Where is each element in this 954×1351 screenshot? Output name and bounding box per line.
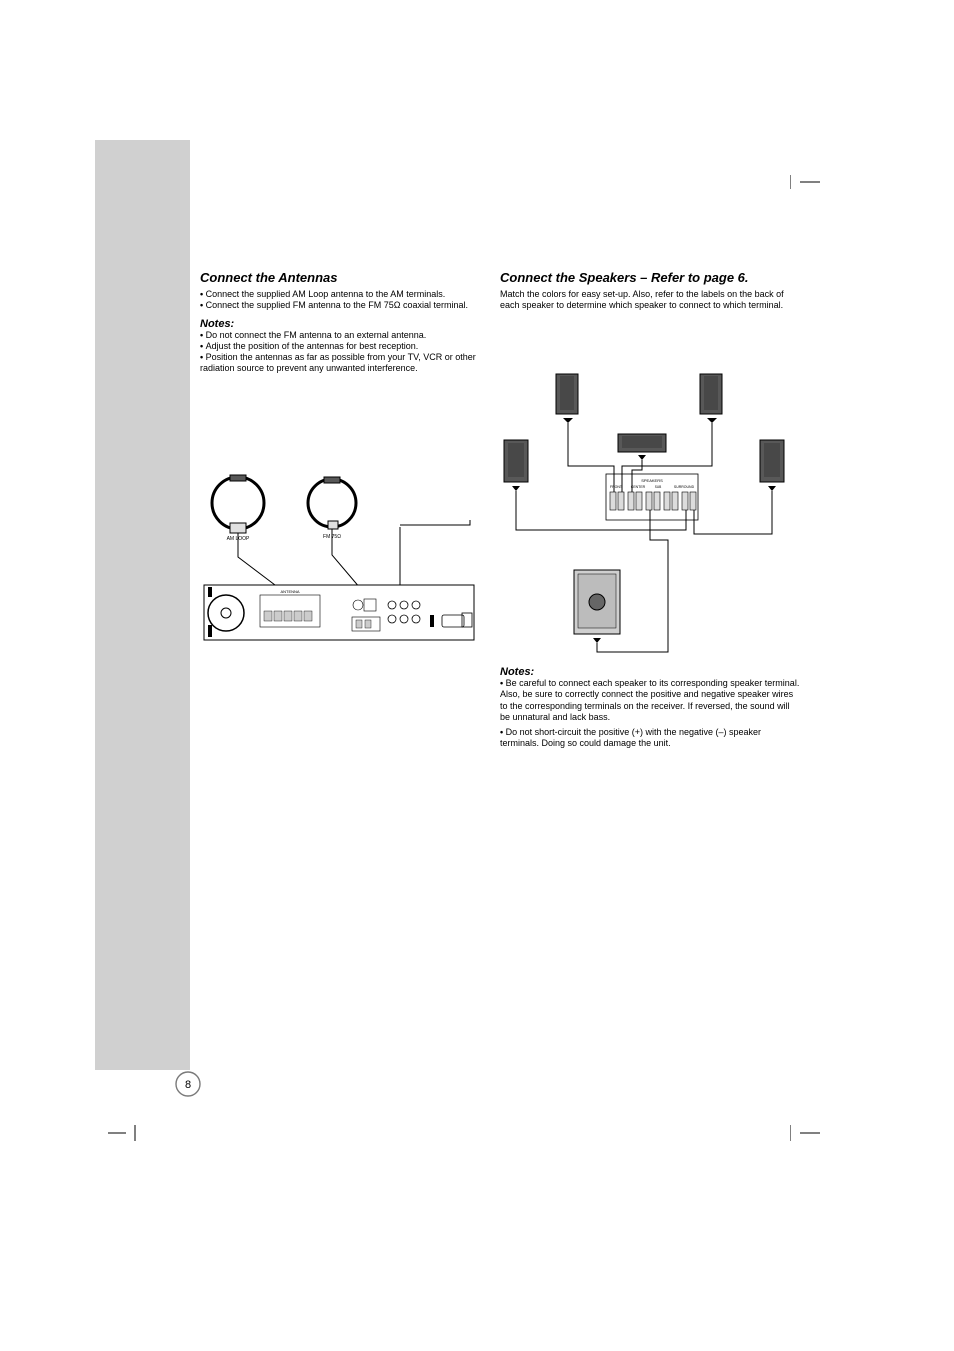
page-number: 8 (174, 1070, 202, 1098)
sidebar-gray (95, 140, 190, 1070)
section-title-speakers: Connect the Speakers – Refer to page 6. (500, 270, 800, 285)
svg-text:FRONT: FRONT (610, 485, 623, 489)
list-item: Position the antennas as far as possible… (200, 352, 480, 375)
svg-text:ANTENNA: ANTENNA (280, 589, 299, 594)
notes-heading: Notes: (500, 666, 800, 678)
crop-mark-tr (790, 175, 826, 201)
svg-text:CENTER: CENTER (631, 485, 646, 489)
speaker-intro: Match the colors for easy set-up. Also, … (500, 289, 800, 312)
antenna-diagram: AM LOOP FM 75Ω ANTENNA (200, 465, 480, 655)
list-item: Be careful to connect each speaker to it… (500, 678, 800, 723)
svg-text:SUB: SUB (655, 485, 662, 489)
crop-mark-br (790, 1115, 826, 1141)
speaker-note-list: Be careful to connect each speaker to it… (500, 678, 800, 750)
svg-text:SURROUND: SURROUND (674, 485, 695, 489)
list-item: Do not short-circuit the positive (+) wi… (500, 727, 800, 750)
speaker-notes: Notes: Be careful to connect each speake… (500, 660, 800, 750)
notes-heading: Notes: (200, 318, 480, 330)
antenna-steps: Connect the supplied AM Loop antenna to … (200, 289, 480, 312)
speaker-diagram: SPEAKERS FRONT CENTER SUB SURROUND (498, 370, 798, 660)
crop-mark-bl (108, 1115, 144, 1141)
list-item: Do not connect the FM antenna to an exte… (200, 330, 480, 341)
section-title-antennas: Connect the Antennas (200, 270, 480, 285)
list-item: Connect the supplied FM antenna to the F… (200, 300, 480, 311)
list-item: Adjust the position of the antennas for … (200, 341, 480, 352)
antenna-notes: Do not connect the FM antenna to an exte… (200, 330, 480, 375)
svg-text:8: 8 (185, 1079, 191, 1091)
right-column: Connect the Speakers – Refer to page 6. … (500, 270, 800, 312)
svg-text:SPEAKERS: SPEAKERS (641, 478, 663, 483)
list-item: Connect the supplied AM Loop antenna to … (200, 289, 480, 300)
left-column: Connect the Antennas Connect the supplie… (200, 270, 480, 375)
